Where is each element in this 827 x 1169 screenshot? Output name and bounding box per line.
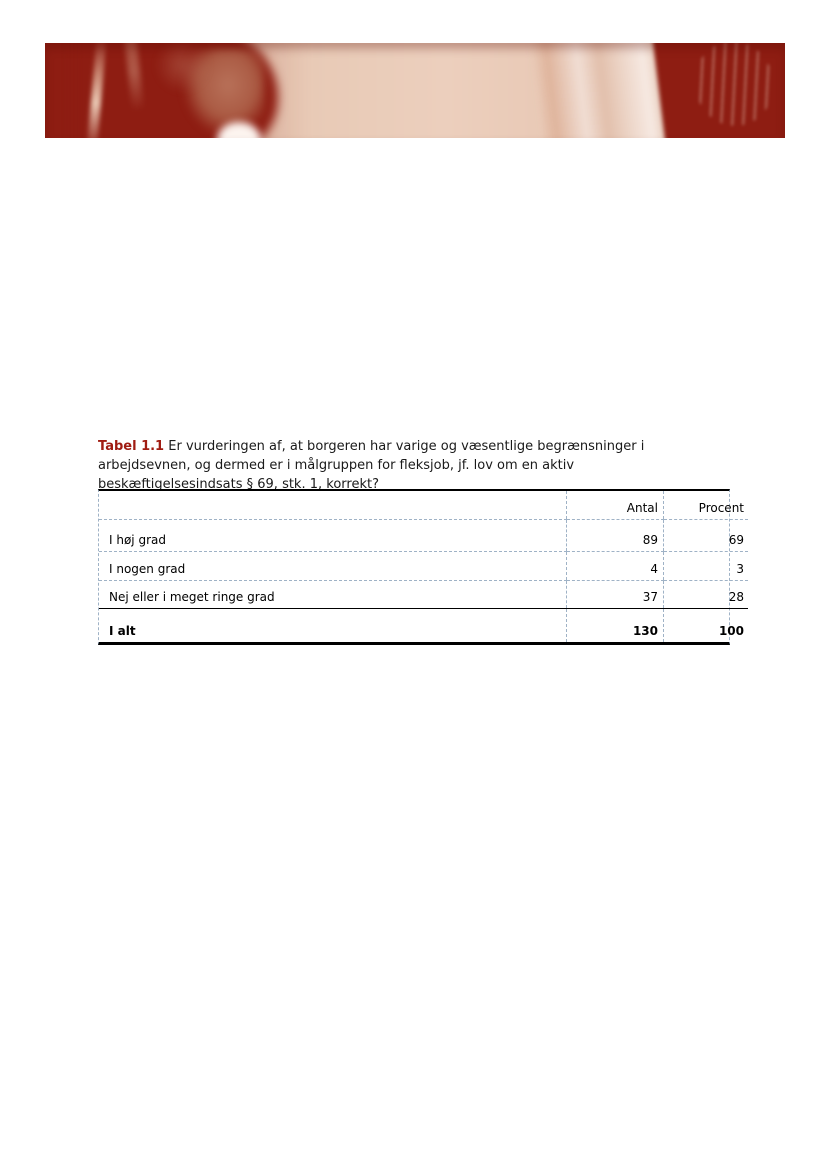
header-photo-banner (45, 43, 785, 138)
table-cell-procent: 3 (663, 551, 748, 581)
table-header-row: Antal Procent (99, 491, 748, 520)
table-total-label: I alt (109, 624, 136, 638)
table-caption-label: Tabel 1.1 (98, 439, 165, 454)
table-row: I nogen grad 4 3 (99, 551, 748, 581)
table-row: I høj grad 89 69 (99, 519, 748, 552)
table-total-row: I alt 130 100 (99, 608, 748, 642)
table-cell-label: I høj grad (99, 519, 567, 552)
caption-line: Tabel 1.1 Er vurderingen af, at borgeren… (98, 437, 702, 456)
banner-collar-highlight (217, 122, 261, 138)
statistics-table: Antal Procent I høj grad 89 69 I nogen g… (98, 489, 748, 645)
table-header-procent: Procent (663, 491, 748, 520)
caption-text: Er vurderingen af, at borgeren har varig… (168, 439, 645, 454)
table-total-antal: 130 (566, 608, 664, 642)
table-row: Nej eller i meget ringe grad 37 28 (99, 580, 748, 609)
banner-face-highlight (183, 48, 265, 136)
table-cell-antal: 4 (566, 551, 664, 581)
table-caption: Tabel 1.1 Er vurderingen af, at borgeren… (98, 437, 702, 494)
table-cell-procent: 69 (663, 519, 748, 552)
table-cell-label: Nej eller i meget ringe grad (99, 580, 567, 609)
table-cell-antal: 37 (566, 580, 664, 609)
banner-vignette (45, 43, 785, 138)
table-cell-label: I nogen grad (99, 551, 567, 581)
banner-hair-sheen (155, 43, 210, 93)
caption-line: beskæftigelsesindsats § 69, stk. 1, korr… (98, 477, 379, 492)
table-total-procent: 100 (663, 608, 748, 642)
table-header-empty (99, 491, 567, 520)
caption-line: arbejdsevnen, og dermed er i målgruppen … (98, 458, 575, 473)
table-cell-procent: 28 (663, 580, 748, 609)
table-header-antal: Antal (566, 491, 664, 520)
table-cell-antal: 89 (566, 519, 664, 552)
